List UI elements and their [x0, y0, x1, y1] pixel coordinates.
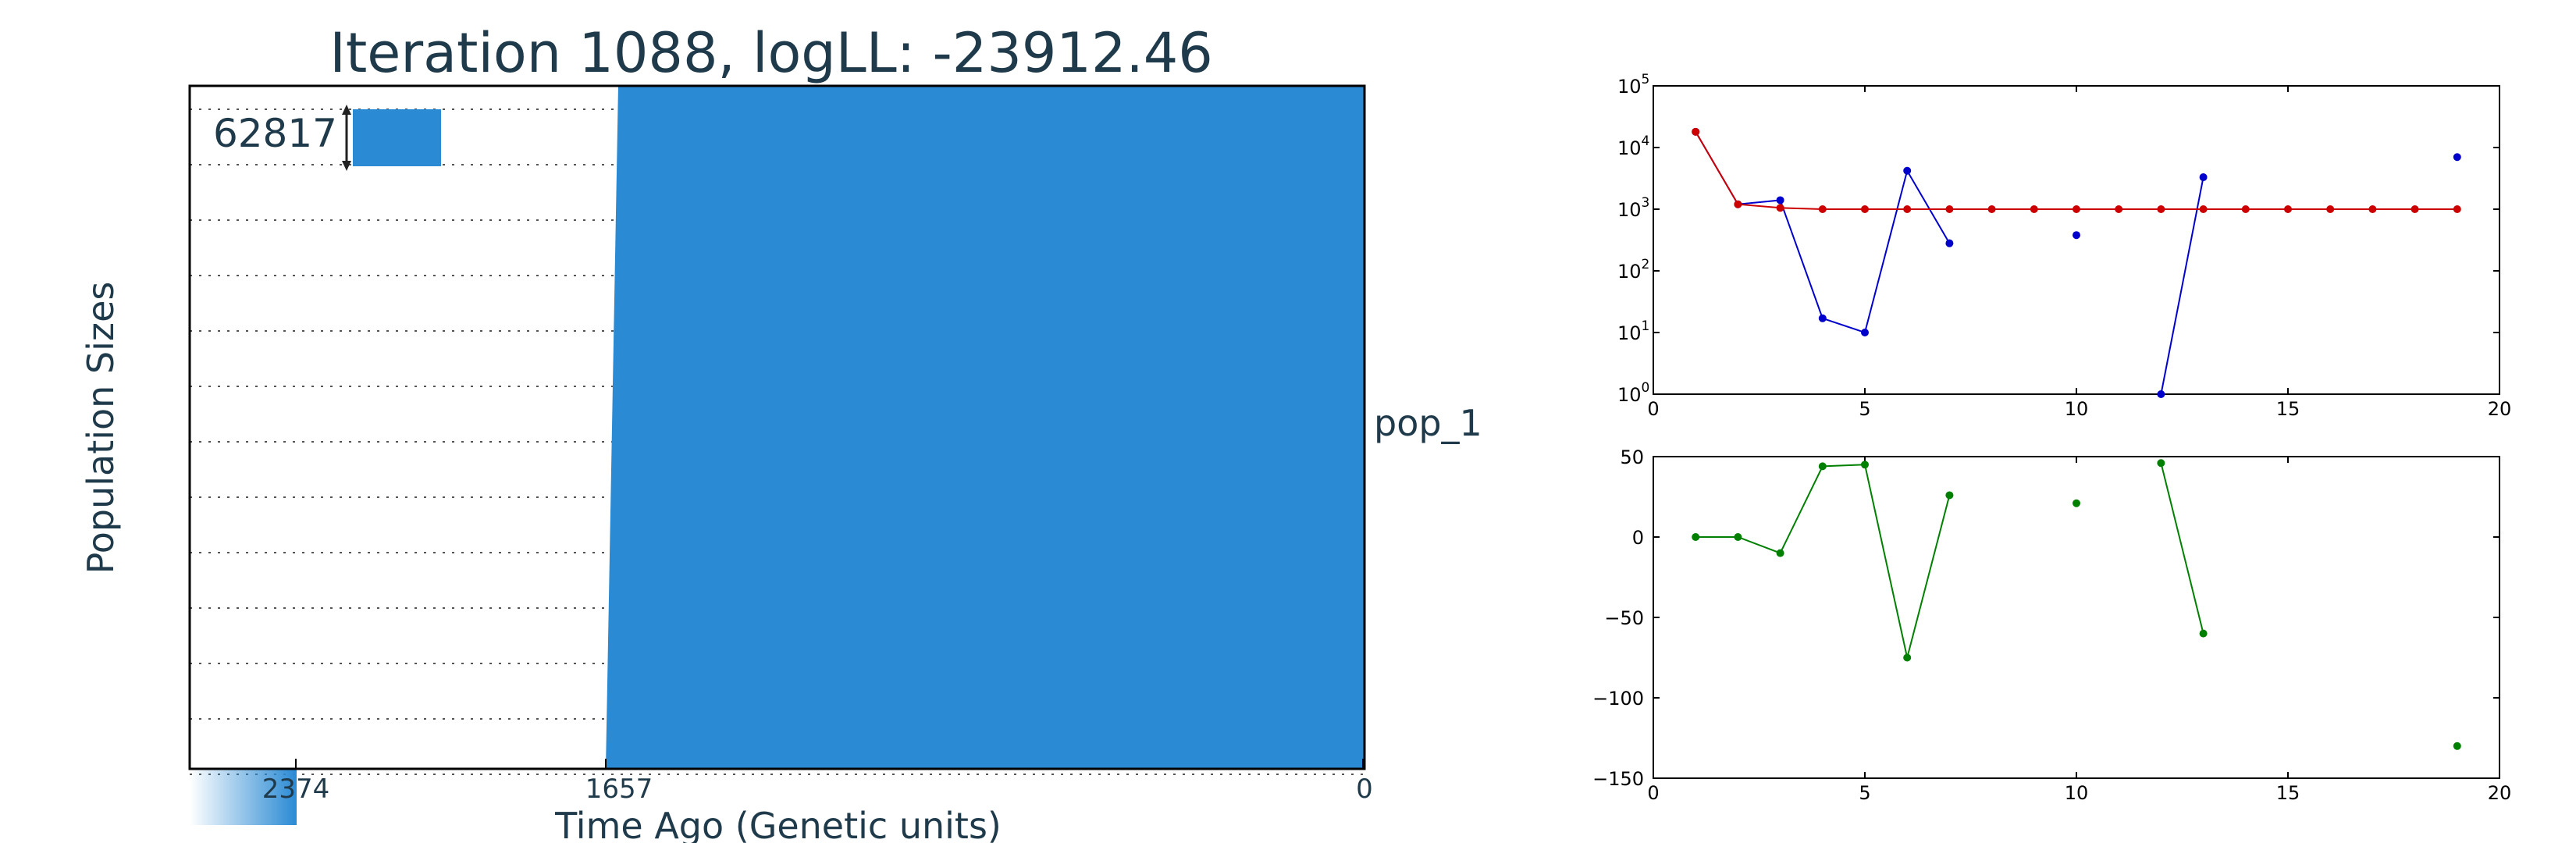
data-point: [1734, 533, 1742, 541]
scale-value-label: 62817: [213, 111, 337, 156]
x-tick-label: 20: [2488, 782, 2512, 804]
series-line: [2160, 176, 2204, 395]
data-point: [1776, 204, 1784, 212]
data-point: [1945, 491, 1954, 500]
data-point: [1903, 205, 1912, 213]
x-tick-label: 10: [2065, 398, 2089, 420]
x-tick-label: 5: [1859, 782, 1870, 804]
data-point: [2284, 205, 2292, 213]
population-size-log-chart: 0 5 10 15 20 100 101 102 103 104 105: [1617, 72, 2511, 420]
data-point: [2157, 459, 2165, 468]
data-point: [1692, 127, 1700, 136]
data-point: [1734, 200, 1742, 208]
main-plot-frame: [188, 84, 1366, 770]
data-point: [1861, 205, 1869, 213]
x-tick-label: 0: [1356, 774, 1373, 805]
data-point: [1818, 314, 1827, 322]
data-point: [2241, 205, 2250, 213]
x-tick-label: 15: [2276, 398, 2300, 420]
data-point: [2453, 742, 2461, 750]
y-tick-label: 0: [1632, 527, 1644, 549]
data-point: [1903, 166, 1912, 175]
data-point: [2199, 173, 2208, 182]
data-point: [1861, 329, 1869, 336]
data-point: [2073, 205, 2080, 213]
data-point: [2030, 205, 2038, 213]
x-tick-label: 10: [2065, 782, 2089, 804]
growth-rate-chart: 0 5 10 15 20 −150 −100 −50 0 50: [1592, 446, 2511, 804]
data-point: [2326, 205, 2335, 213]
x-tick-label: 5: [1859, 398, 1870, 420]
series-line: [1695, 131, 2457, 210]
data-point: [2157, 205, 2165, 213]
x-tick-label: 1657: [585, 774, 653, 805]
data-point: [2157, 390, 2165, 398]
y-tick-label: 105: [1617, 72, 1649, 98]
data-point: [1945, 205, 1954, 213]
x-tick-label: 0: [1647, 782, 1659, 804]
y-tick-label: 101: [1617, 318, 1649, 344]
data-point: [1818, 205, 1827, 213]
data-point: [1903, 653, 1912, 662]
y-tick-label: −100: [1592, 688, 1644, 710]
data-point: [1818, 462, 1827, 471]
data-point: [2411, 205, 2419, 213]
data-point: [1776, 549, 1784, 557]
y-tick-label: 100: [1617, 380, 1649, 406]
data-point: [1945, 239, 1954, 247]
x-tick-label: 0: [1647, 398, 1659, 420]
y-tick-label: 50: [1620, 446, 1644, 468]
data-point: [2073, 231, 2080, 240]
y-tick-label: 104: [1617, 133, 1649, 159]
ancestral-population-block: [190, 769, 297, 825]
y-tick-label: 102: [1617, 257, 1649, 283]
x-axis-label: Time Ago (Genetic units): [554, 805, 1002, 843]
x-tick-label: 20: [2488, 398, 2512, 420]
scale-arrow-down-icon: [342, 161, 351, 171]
data-point: [1776, 196, 1784, 205]
scale-arrow-up-icon: [342, 105, 351, 115]
scale-bar-block: [353, 109, 441, 166]
data-point: [1692, 533, 1700, 541]
pop-1-population-band: [606, 86, 1364, 769]
y-tick-label: −50: [1604, 607, 1644, 629]
x-tick-label: 15: [2276, 782, 2300, 804]
data-point: [2115, 205, 2123, 213]
population-size-panel: Iteration 1088, logLL: -23912.46 62817 2…: [80, 21, 1482, 843]
data-point: [2073, 499, 2080, 507]
series-line: [2160, 462, 2204, 634]
population-label: pop_1: [1374, 402, 1482, 444]
y-tick-label: 103: [1617, 195, 1649, 221]
data-point: [1861, 461, 1869, 469]
y-tick-label: −150: [1592, 768, 1644, 790]
y-axis-label: Population Sizes: [80, 282, 122, 574]
data-point: [2453, 153, 2461, 162]
series-line: [1695, 131, 1951, 334]
chart-title: Iteration 1088, logLL: -23912.46: [329, 21, 1213, 85]
x-tick-label: 2374: [262, 774, 330, 805]
data-point: [2199, 205, 2208, 213]
data-point: [2368, 205, 2377, 213]
data-point: [1987, 205, 1996, 213]
data-point: [2199, 629, 2208, 638]
data-point: [2453, 205, 2461, 213]
plot-frame: [1653, 85, 2500, 395]
series-line: [1695, 464, 1951, 658]
